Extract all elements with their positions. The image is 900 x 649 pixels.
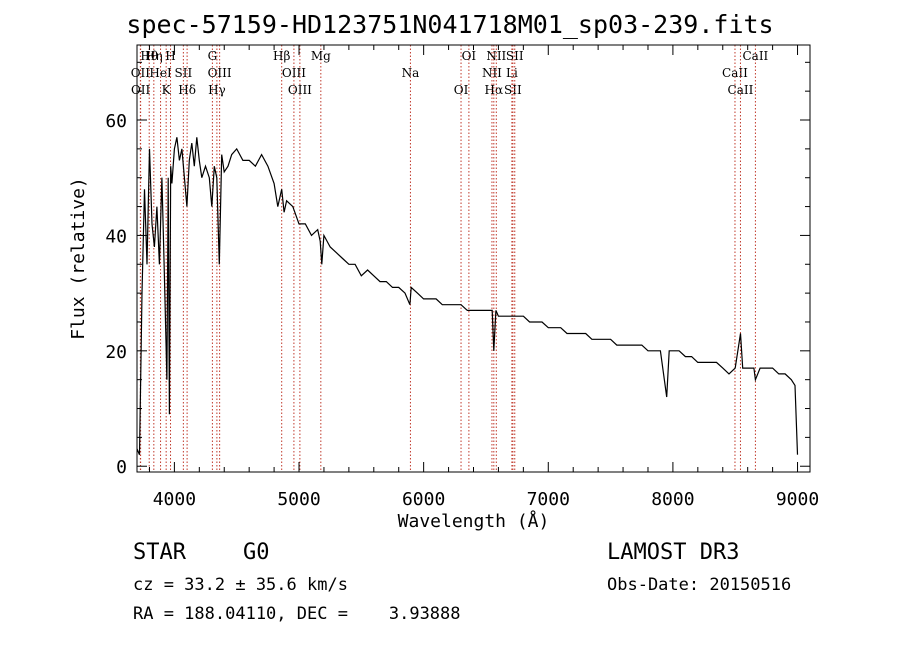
line-label: Li [506,66,518,80]
line-label: OI [462,49,477,63]
survey-name: LAMOST DR3 [607,540,740,565]
y-tick-label: 20 [105,342,127,363]
y-tick-label: 0 [116,457,127,478]
x-tick-label: 7000 [527,489,570,510]
line-label: Hδ [178,83,196,97]
x-tick-label: 4000 [153,489,196,510]
chart-title: spec-57159-HD123751N041718M01_sp03-239.f… [126,10,774,39]
line-label: K [162,83,172,97]
line-label: Mg [311,49,331,63]
line-label: OII [131,83,151,97]
x-axis-label: Wavelength (Å) [398,510,550,532]
object-subclass: G0 [243,540,270,565]
line-label: Hγ [208,83,226,97]
line-label: CaII [742,49,768,63]
redshift-info: cz = 33.2 ± 35.6 km/s [133,575,348,595]
line-label: OIII [208,66,232,80]
line-label: SII [504,83,522,97]
plot-frame [136,44,811,473]
x-tick-label: 6000 [402,489,445,510]
line-label: Hη [145,49,163,63]
x-tick-label: 5000 [277,489,320,510]
line-label: CaII [722,66,748,80]
line-label: SII [506,49,524,63]
line-label: Hβ [273,49,290,63]
object-class: STAR [133,540,186,565]
line-label: G [208,49,218,63]
x-tick-label: 8000 [651,489,694,510]
y-tick-label: 60 [105,111,127,132]
y-tick-label: 40 [105,226,127,247]
x-tick-label: 9000 [776,489,819,510]
line-label: SII [175,66,193,80]
spectrum-series [136,137,799,455]
observation-date: Obs-Date: 20150516 [607,575,792,595]
line-label: OIII [282,66,306,80]
y-axis-label: Flux (relative) [68,177,89,340]
line-label: H [165,49,175,63]
line-label: HeI [149,66,172,80]
line-label: NII [482,66,502,80]
line-label: OIII [288,83,312,97]
coordinates: RA = 188.04110, DEC = 3.93888 [133,604,461,624]
line-label: Na [402,66,420,80]
line-label: OI [454,83,469,97]
line-label: NII [486,49,506,63]
line-label: Hα [485,83,504,97]
line-label: CaII [728,83,754,97]
